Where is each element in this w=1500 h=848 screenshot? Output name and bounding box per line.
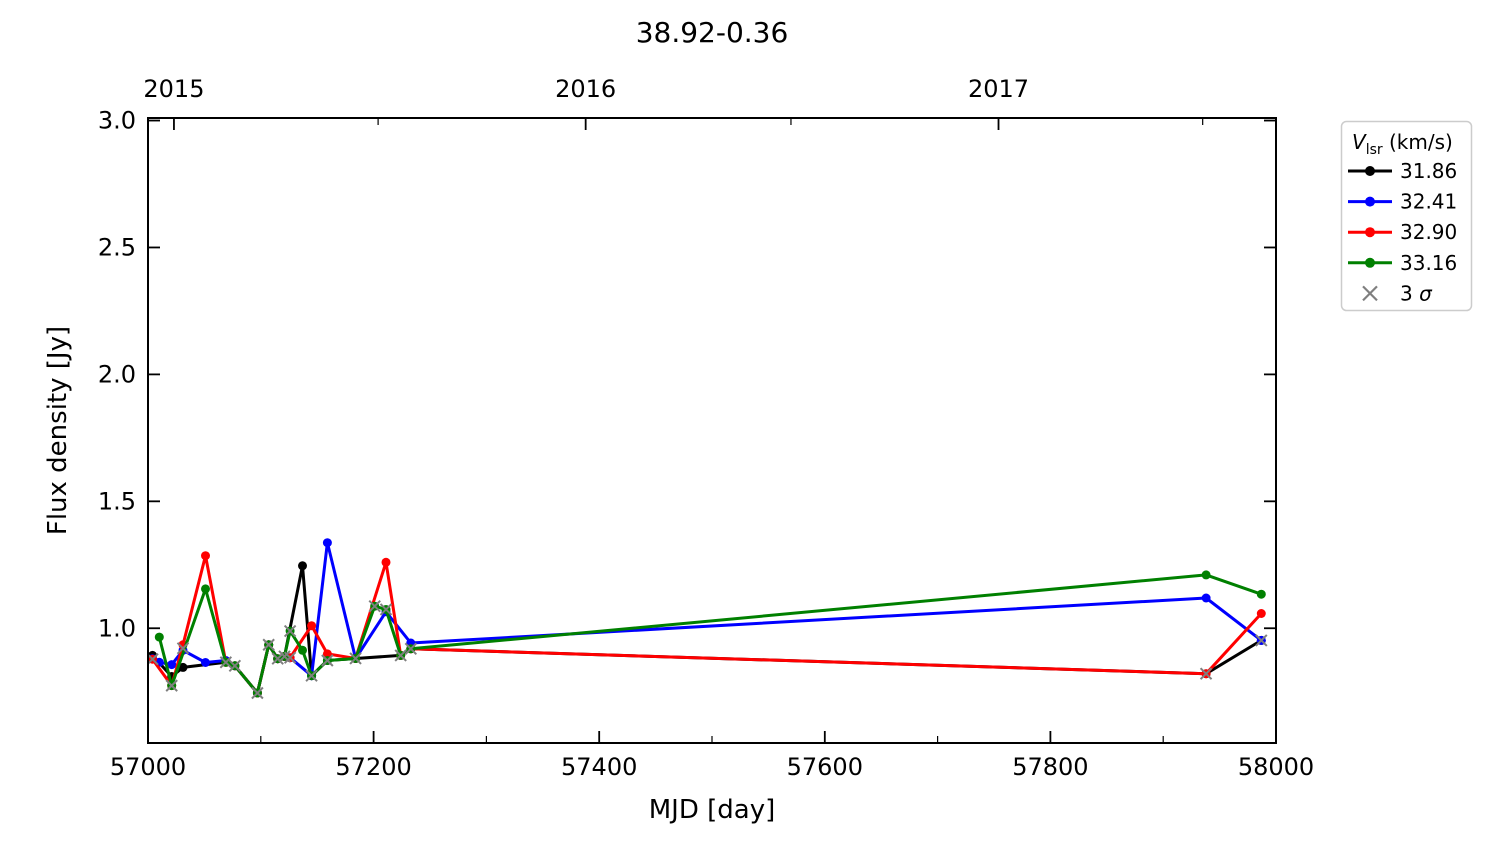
legend-label: 33.16 [1400,251,1457,275]
sigma3-x-icon [283,624,297,638]
legend-label: 32.90 [1400,220,1457,244]
sigma3-x-icon [368,599,381,613]
legend-label: 32.41 [1400,190,1457,214]
year-tick-label: 2015 [143,75,204,103]
sigma3-x-icon [1255,634,1268,647]
legend-label: 31.86 [1400,159,1457,183]
sigma3-x-icon [394,649,407,662]
y-tick-label: 2.0 [98,360,136,388]
legend-dot-icon [1365,227,1375,238]
sigma3-x-icon [165,679,178,692]
data-point [1256,589,1266,599]
legend-dot-icon [1365,166,1375,176]
data-point [298,561,307,571]
data-point [1256,609,1266,618]
sigma3-x-icon [262,638,275,651]
legend-entry-31.86: 31.86 [1348,159,1457,183]
sigma3-x-icon [176,642,190,655]
data-point [298,645,307,655]
sigma3-x-icon [219,656,233,669]
plot-area [148,538,1268,700]
axis-ticks: 57000 57200 57400 57600 57800 58000 1.0 1.5 2.0 2… [98,75,1314,781]
legend-entry-3σ: 3 σ [1362,281,1433,305]
legend: Vlsr (km/s)31.86 32.41 32.90 33.16 3 σ [1340,120,1473,312]
x-tick-label: 57200 [335,753,411,781]
sigma3-x-icon [379,603,393,616]
x-axis-label: MJD [day] [649,795,776,825]
data-point [178,662,188,672]
chart-title: 38.92-0.36 [636,16,789,49]
data-point [322,649,332,659]
x-tick-label: 58000 [1238,753,1314,781]
sigma3-x-icon [349,652,362,665]
year-tick-label: 2017 [968,75,1029,103]
y-axis-label: Flux density [Jy] [43,326,73,535]
legend-entry-32.90: 32.90 [1348,220,1457,244]
data-point [307,621,317,631]
data-point [154,632,164,642]
data-point [201,584,210,594]
data-point [1201,570,1211,580]
y-tick-label: 2.5 [98,233,136,261]
year-tick-label: 2016 [555,75,616,103]
sigma3-x-icon [321,654,334,667]
legend-label: 3 σ [1400,281,1433,305]
data-point [201,658,210,667]
sigma3-x-icon [228,659,242,673]
legend-x-icon [1362,285,1378,302]
sigma3-x-icon [251,686,264,700]
y-tick-label: 1.0 [98,614,136,642]
legend-entry-32.41: 32.41 [1348,190,1457,214]
data-point [201,551,210,561]
legend-dot-icon [1365,257,1375,268]
data-point [381,557,391,567]
legend-title: Vlsr (km/s) [1352,130,1453,158]
sigma3-x-icon [283,651,297,664]
x-tick-label: 57000 [110,753,186,781]
x-tick-label: 57400 [561,753,637,781]
data-point [1201,593,1211,603]
sigma3-markers [148,599,1268,700]
y-tick-label: 1.5 [98,487,136,515]
sigma3-x-icon [1199,667,1213,680]
sigma3-x-icon [271,652,284,665]
sigma3-x-icon [305,669,318,682]
legend-dot-icon [1365,196,1375,207]
y-tick-label: 3.0 [98,107,136,135]
x-tick-label: 57800 [1012,753,1088,781]
data-point [167,660,177,670]
sigma3-x-icon [404,642,418,656]
data-point [322,538,332,548]
x-tick-label: 57600 [787,753,863,781]
legend-entry-33.16: 33.16 [1348,251,1457,275]
